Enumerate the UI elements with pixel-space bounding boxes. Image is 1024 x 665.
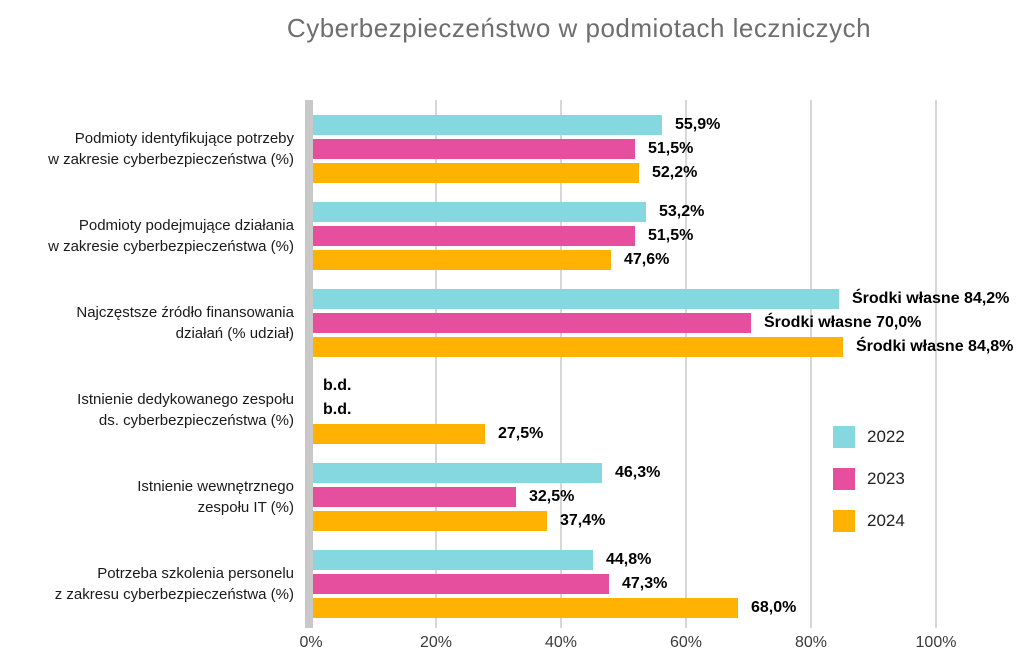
x-axis: 0% 20% 40% 60% 80% 100% — [299, 634, 1011, 656]
bar-value-label-2023-category-1: 51,5% — [648, 140, 694, 157]
category-label-4: Istnienie dedykowanego zespołu ds. cyber… — [77, 391, 294, 429]
legend-label-2024: 2024 — [867, 511, 905, 530]
gridline-20% — [435, 100, 437, 628]
y-axis-line — [305, 100, 313, 628]
category-label-2: Podmioty podejmujące działania w zakresi… — [48, 217, 294, 255]
bar-value-label-2022-category-4: b.d. — [323, 377, 352, 394]
bar-2024-category-4 — [313, 424, 485, 444]
bar-value-label-2023-category-6: 47,3% — [622, 575, 668, 592]
legend-swatch-2022 — [833, 426, 855, 448]
x-tick-label-60%: 60% — [669, 634, 703, 651]
category-label-1: Podmioty identyfikujące potrzeby w zakre… — [48, 130, 294, 168]
bar-value-label-2024-category-1: 52,2% — [652, 164, 698, 181]
x-tick-label-80%: 80% — [794, 634, 828, 651]
bar-2023-category-3 — [313, 313, 751, 333]
bar-value-label-2023-category-4: b.d. — [323, 401, 352, 418]
bar-2024-category-6 — [313, 598, 738, 618]
bar-2022-category-5 — [313, 463, 602, 483]
legend-label-2022: 2022 — [867, 427, 905, 446]
legend-item-2023: 2023 — [833, 468, 905, 490]
legend: 2022 2023 2024 — [833, 426, 905, 552]
bar-2022-category-2 — [313, 202, 646, 222]
bar-2024-category-5 — [313, 511, 547, 531]
bar-value-label-2022-category-2: 53,2% — [659, 203, 705, 220]
category-label-6: Potrzeba szkolenia personelu z zakresu c… — [54, 565, 294, 603]
bar-value-label-2024-category-5: 37,4% — [560, 512, 606, 529]
bar-value-label-2024-category-6: 68,0% — [751, 599, 797, 616]
bar-value-label-2022-category-6: 44,8% — [606, 551, 652, 568]
chart-title: Cyberbezpieczeństwo w podmiotach lecznic… — [286, 13, 872, 43]
category-label-3: Najczęstsze źródło finansowania działań … — [76, 304, 294, 342]
plot-area: 55,9% 51,5% 52,2% 53,2% 51,5% 47,6% Środki wła… — [310, 100, 1013, 628]
bar-2022-category-6 — [313, 550, 593, 570]
bar-value-label-2023-category-3: Środki własne 70,0% — [764, 314, 922, 331]
category-label-5: Istnienie wewnętrznego zespołu IT (%) — [137, 478, 294, 516]
x-tick-label-0%: 0% — [299, 634, 323, 651]
x-tick-label-100%: 100% — [915, 634, 957, 651]
bar-2023-category-5 — [313, 487, 516, 507]
bar-2024-category-3 — [313, 337, 843, 357]
bar-2023-category-2 — [313, 226, 635, 246]
legend-label-2023: 2023 — [867, 469, 905, 488]
x-tick-label-20%: 20% — [419, 634, 453, 651]
gridline-80% — [810, 100, 812, 628]
bar-2022-category-1 — [313, 115, 662, 135]
bar-value-label-2024-category-2: 47,6% — [624, 251, 670, 268]
legend-swatch-2023 — [833, 468, 855, 490]
bar-value-label-2022-category-3: Środki własne 84,2% — [852, 290, 1010, 307]
bar-value-label-2023-category-2: 51,5% — [648, 227, 694, 244]
gridline-100% — [935, 100, 937, 628]
bar-value-label-2022-category-5: 46,3% — [615, 464, 661, 481]
legend-item-2022: 2022 — [833, 426, 905, 448]
gridline-40% — [560, 100, 562, 628]
bar-value-label-2024-category-4: 27,5% — [498, 425, 544, 442]
bar-value-label-2024-category-3: Środki własne 84,8% — [856, 338, 1014, 355]
bar-value-label-2022-category-1: 55,9% — [675, 116, 721, 133]
bar-2022-category-3 — [313, 289, 839, 309]
bar-2024-category-2 — [313, 250, 611, 270]
bar-2024-category-1 — [313, 163, 639, 183]
gridline-60% — [685, 100, 687, 628]
legend-swatch-2024 — [833, 510, 855, 532]
bar-2023-category-1 — [313, 139, 635, 159]
legend-item-2024: 2024 — [833, 510, 905, 532]
category-labels: Podmioty identyfikujące potrzeby w zakre… — [0, 100, 294, 628]
bar-value-label-2023-category-5: 32,5% — [529, 488, 575, 505]
x-tick-label-40%: 40% — [544, 634, 578, 651]
bar-2023-category-6 — [313, 574, 609, 594]
